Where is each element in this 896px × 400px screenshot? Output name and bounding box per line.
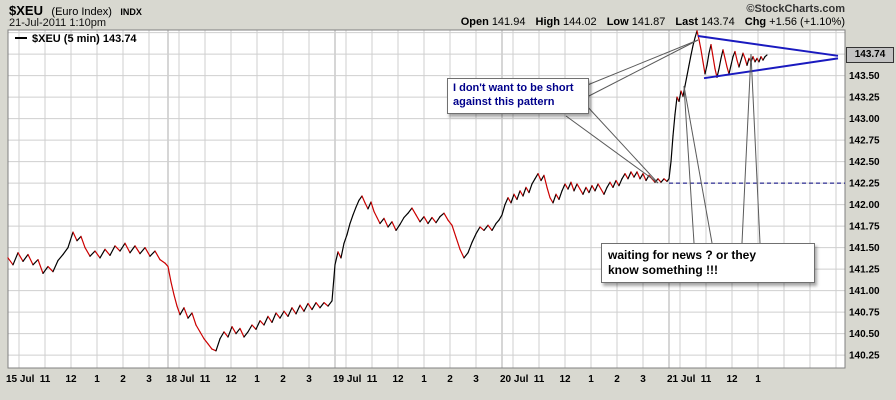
- svg-text:143.50: 143.50: [849, 71, 880, 82]
- annotation-note-pattern-line1: I don't want to be short: [453, 82, 574, 94]
- symbol-label: $XEU: [9, 3, 43, 18]
- svg-text:11: 11: [534, 374, 545, 385]
- svg-text:18 Jul: 18 Jul: [166, 374, 195, 385]
- svg-text:143.00: 143.00: [849, 114, 880, 125]
- svg-text:142.25: 142.25: [849, 179, 880, 190]
- chg-label: Chg: [744, 16, 767, 28]
- svg-text:19 Jul: 19 Jul: [333, 374, 362, 385]
- svg-text:141.75: 141.75: [849, 222, 880, 233]
- high-value: 144.02: [562, 16, 597, 28]
- chart-title: $XEU (Euro Index) INDX: [9, 2, 142, 20]
- open-label: Open: [460, 16, 489, 28]
- open-value: 141.94: [491, 16, 526, 28]
- last-price-tag: 143.74: [846, 47, 894, 63]
- annotation-note-pattern-line2: against this pattern: [453, 95, 555, 108]
- svg-text:21 Jul: 21 Jul: [667, 374, 696, 385]
- svg-text:141.25: 141.25: [849, 265, 880, 276]
- svg-text:1: 1: [254, 374, 260, 385]
- svg-text:11: 11: [367, 374, 378, 385]
- svg-text:1: 1: [94, 374, 100, 385]
- svg-text:2: 2: [614, 374, 620, 385]
- chart-datetime: 21-Jul-2011 1:10pm: [9, 17, 107, 29]
- chg-value: +1.56 (+1.10%): [769, 16, 845, 28]
- svg-text:1: 1: [588, 374, 594, 385]
- svg-text:3: 3: [146, 374, 152, 385]
- svg-text:1: 1: [421, 374, 427, 385]
- svg-text:20 Jul: 20 Jul: [500, 374, 529, 385]
- svg-text:11: 11: [200, 374, 211, 385]
- svg-text:3: 3: [640, 374, 646, 385]
- line-swatch-icon: [15, 37, 27, 40]
- legend-label: $XEU (5 min) 143.74: [32, 33, 137, 45]
- high-label: High: [535, 16, 560, 28]
- svg-text:12: 12: [392, 374, 404, 385]
- svg-text:12: 12: [559, 374, 571, 385]
- svg-text:3: 3: [306, 374, 312, 385]
- svg-text:15 Jul: 15 Jul: [6, 374, 35, 385]
- svg-text:2: 2: [280, 374, 286, 385]
- exchange-label: INDX: [120, 7, 142, 17]
- svg-text:1: 1: [755, 374, 761, 385]
- svg-text:12: 12: [726, 374, 738, 385]
- svg-text:11: 11: [40, 374, 51, 385]
- svg-text:143.25: 143.25: [849, 93, 880, 104]
- index-name-label: (Euro Index): [51, 6, 112, 18]
- svg-text:3: 3: [473, 374, 479, 385]
- svg-text:12: 12: [65, 374, 77, 385]
- low-label: Low: [606, 16, 629, 28]
- svg-text:2: 2: [120, 374, 126, 385]
- svg-text:140.50: 140.50: [849, 329, 880, 340]
- svg-text:142.75: 142.75: [849, 136, 880, 147]
- low-value: 141.87: [631, 16, 666, 28]
- svg-text:12: 12: [225, 374, 237, 385]
- last-label: Last: [675, 16, 699, 28]
- svg-text:142.50: 142.50: [849, 157, 880, 168]
- last-value: 143.74: [701, 16, 735, 28]
- annotation-note-pattern: I don't want to be short against this pa…: [447, 78, 589, 114]
- copyright-label: ©StockCharts.com: [746, 3, 845, 15]
- svg-text:141.50: 141.50: [849, 243, 880, 254]
- annotation-note-news: waiting for news ? or they know somethin…: [601, 243, 815, 283]
- svg-text:142.00: 142.00: [849, 200, 880, 211]
- svg-text:140.25: 140.25: [849, 351, 880, 362]
- svg-text:2: 2: [447, 374, 453, 385]
- quote-bar: Open 141.94 High 144.02 Low 141.87 Last 143.…: [461, 16, 845, 28]
- annotation-note-news-line2: know something !!!: [608, 263, 718, 277]
- svg-text:141.00: 141.00: [849, 286, 880, 297]
- svg-text:140.75: 140.75: [849, 308, 880, 319]
- annotation-note-news-line1: waiting for news ? or they: [608, 248, 757, 262]
- svg-text:11: 11: [701, 374, 712, 385]
- chart-legend: $XEU (5 min) 143.74: [15, 33, 137, 45]
